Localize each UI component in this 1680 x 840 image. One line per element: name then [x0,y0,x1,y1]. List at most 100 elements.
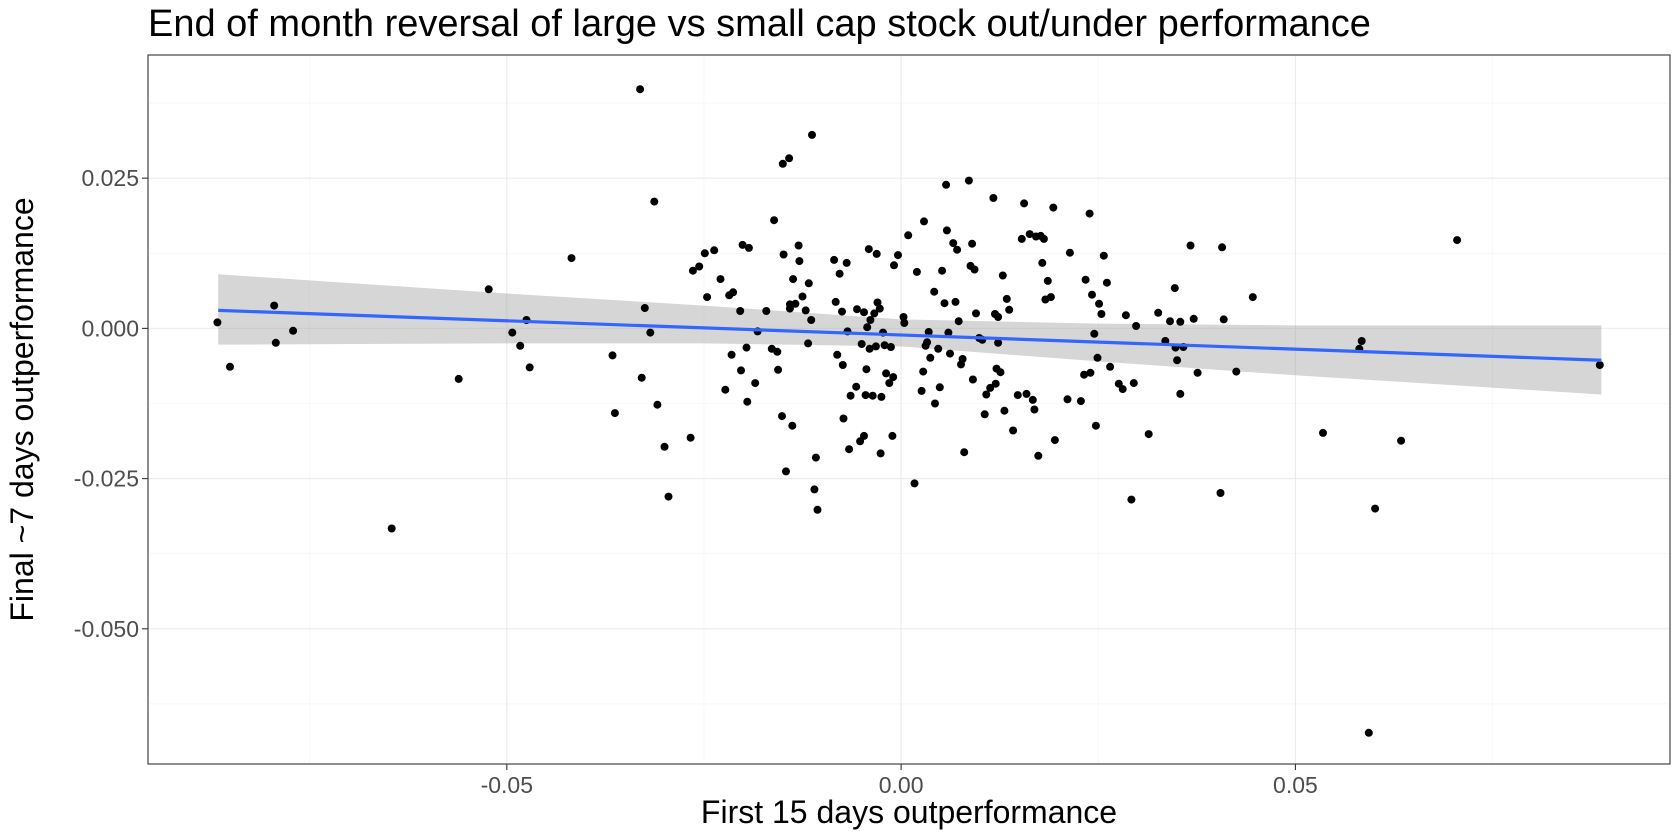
data-point [664,492,673,501]
data-point [716,275,725,284]
data-point [886,343,895,351]
data-point [1189,314,1198,323]
data-point [801,306,810,315]
data-point [1050,436,1059,445]
data-point [845,445,854,454]
data-point [885,379,894,388]
data-point [1000,406,1009,415]
data-point [1248,293,1257,302]
data-point [904,231,913,240]
data-point [782,467,790,476]
data-point [1106,362,1115,371]
data-point [770,216,779,225]
data-point [1127,495,1136,504]
data-point [637,373,646,382]
data-point [779,250,788,259]
data-point [695,262,704,271]
data-point [865,344,874,353]
data-point [1166,317,1174,326]
data-point [982,390,991,399]
data-point [968,375,977,384]
x-tick-label: 0.00 [879,772,924,798]
data-point [890,261,898,270]
data-point [729,288,738,297]
data-point [1144,430,1153,439]
data-point [951,297,960,306]
plot-panel-border [147,54,1671,765]
data-point [970,265,979,274]
data-point [919,367,928,376]
data-point [942,180,951,189]
data-point [751,379,760,388]
regression-line [218,308,1602,362]
data-point [942,226,951,235]
data-point [807,316,816,324]
data-point [1046,293,1055,302]
data-point [700,249,709,258]
data-point [900,319,909,327]
data-point [1009,426,1018,435]
data-point [958,355,967,363]
data-point [810,485,819,494]
data-point [610,409,619,418]
data-point [1232,367,1241,376]
data-point [686,433,695,442]
data-point [838,361,847,369]
data-point [861,391,870,400]
data-point [998,271,1007,280]
data-point [1216,489,1225,497]
data-point [1364,728,1373,737]
data-point [567,254,576,263]
data-point [736,307,745,315]
x-tick-label: 0.05 [1273,772,1318,798]
data-point [813,505,822,514]
data-point [289,326,298,335]
y-tick-label: 0.025 [81,165,139,191]
data-point [835,269,844,278]
data-point [1025,230,1034,239]
data-point [924,328,933,336]
data-point [1076,397,1085,406]
data-point [860,308,868,317]
data-point [1453,236,1462,245]
data-point [842,258,851,267]
data-point [1020,199,1029,208]
data-point [1088,290,1096,299]
data-point [940,299,949,308]
data-point [852,382,861,391]
data-point [994,313,1003,321]
data-point [1049,203,1058,212]
data-point [923,338,932,347]
data-point [960,448,969,457]
data-point [954,317,963,326]
data-point [1118,385,1127,394]
data-point [1081,275,1090,284]
data-point [1063,395,1072,404]
data-point [853,305,861,314]
data-point [894,251,902,260]
data-point [934,344,943,353]
data-point [785,304,794,313]
data-point [926,353,935,362]
data-point [721,385,730,394]
data-point [831,297,840,306]
data-point [949,239,958,248]
data-point [1154,308,1163,317]
data-point [986,383,995,392]
data-point [938,266,947,275]
data-point [1121,311,1130,320]
data-points [213,85,1604,737]
data-point [1176,317,1185,326]
data-point [789,275,798,284]
data-point [868,391,877,400]
data-point [863,323,872,332]
data-point [1095,299,1104,308]
trend-line-layer [218,308,1602,362]
y-tick-label: -0.050 [74,616,139,642]
data-point [271,338,280,347]
data-point [860,431,868,440]
data-point [226,362,234,371]
data-point [1371,504,1380,513]
